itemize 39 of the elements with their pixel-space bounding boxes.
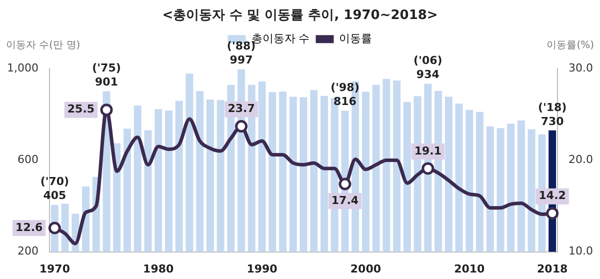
point	[48, 222, 61, 234]
data-label: 405	[43, 189, 66, 202]
data-label: 12.6	[16, 220, 44, 234]
x-tick-label: 2018	[537, 262, 568, 276]
y-tick-label: 200	[17, 244, 38, 258]
data-label: 997	[230, 54, 253, 67]
y-axis-title: 이동자 수(만 명)	[6, 40, 80, 52]
chart-title: <총이동자 수 및 이동률 추이, 1970~2018>	[162, 8, 438, 24]
y2-axis-title: 이동률(%)	[546, 40, 594, 52]
y2-tick-label: 10.0	[568, 244, 594, 258]
y-tick-label: 600	[17, 153, 38, 166]
data-label: 19.1	[414, 144, 442, 158]
x-tick-label: 2000	[350, 262, 382, 276]
x-tick-label: 1990	[246, 262, 278, 276]
x-tick-label: 2010	[454, 262, 486, 276]
annotation: ('75)	[92, 62, 121, 75]
point	[235, 120, 248, 133]
x-tick-label: 1980	[143, 262, 174, 276]
data-label: 730	[540, 114, 564, 128]
data-label: 934	[416, 68, 440, 82]
point	[100, 104, 113, 116]
annotation: ('98)	[330, 81, 360, 94]
point	[546, 207, 559, 220]
text: ('06)	[414, 54, 442, 68]
data-label: 23.7	[228, 102, 255, 116]
data-label: 14.2	[538, 189, 566, 202]
x-tick-label: 1970	[39, 262, 70, 276]
data-label: 25.5	[67, 102, 95, 116]
data-label: 17.4	[331, 194, 359, 207]
point	[422, 162, 434, 175]
y2-tick-label: 20.0	[568, 153, 594, 166]
y-tick-label: 1,000	[6, 61, 38, 74]
annotation: ('18)	[538, 100, 567, 114]
data-label: 816	[333, 95, 357, 108]
point	[338, 178, 352, 190]
data-label: 901	[95, 76, 118, 89]
annotation: ('70)	[40, 175, 70, 188]
y2-tick-label: 30.0	[568, 61, 594, 74]
legend-label: 이동률	[339, 32, 372, 45]
